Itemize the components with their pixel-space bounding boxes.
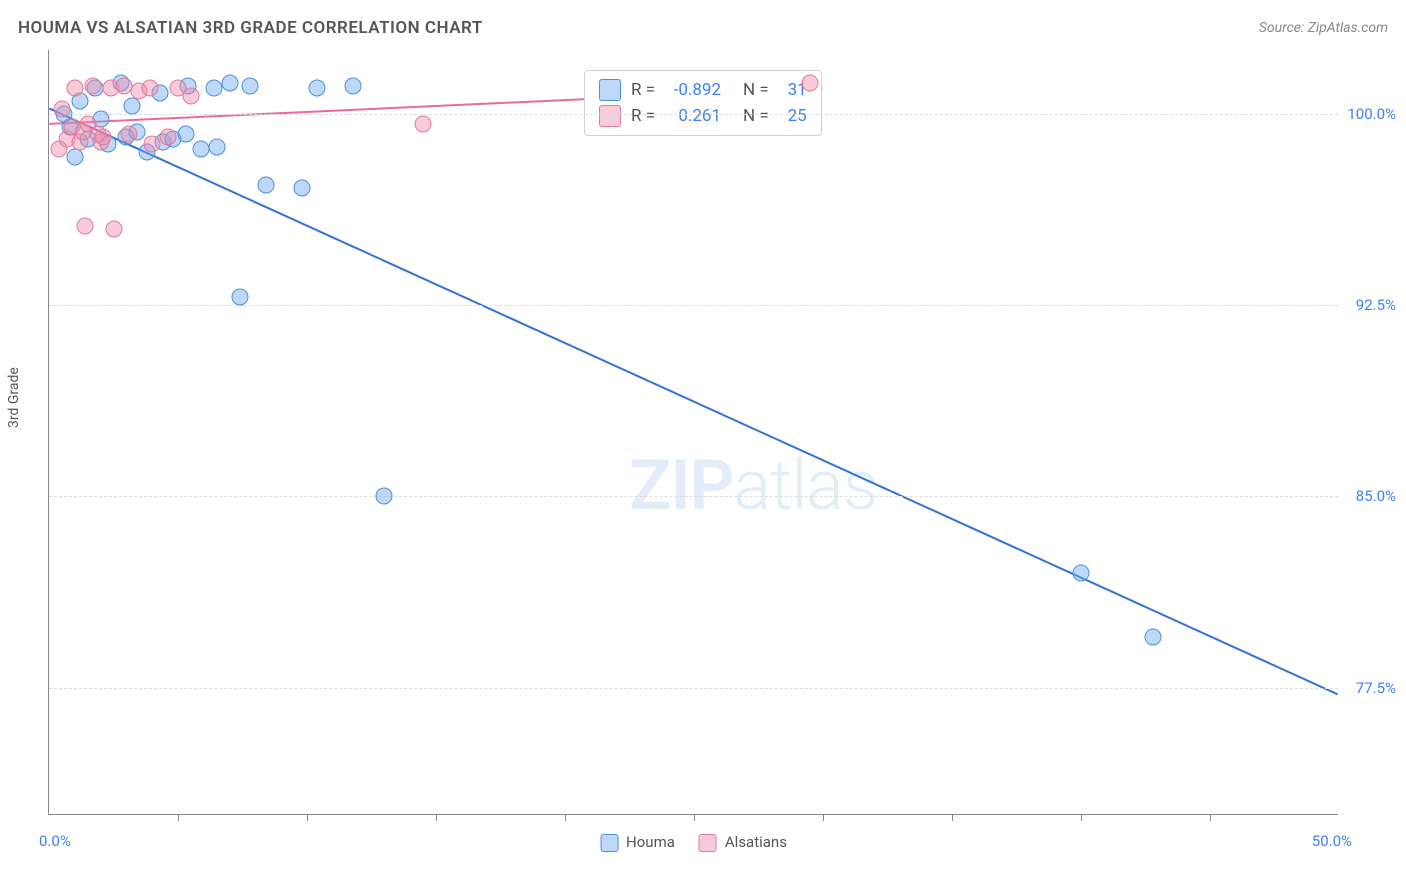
scatter-point [1145,628,1162,645]
scatter-point [231,289,248,306]
scatter-point [242,77,259,94]
stat-n-label: N = [743,80,769,100]
legend: Houma Alsatians [600,833,787,852]
stats-row: R =-0.892N =31 [599,77,807,103]
x-tick-mark [823,814,824,821]
scatter-point [802,75,819,92]
scatter-point [115,77,132,94]
scatter-point [376,488,393,505]
scatter-point [84,77,101,94]
x-tick-mark [1210,814,1211,821]
watermark-bold: ZIP [629,445,733,527]
x-tick-mark [694,814,695,821]
scatter-point [345,77,362,94]
stats-swatch [599,79,621,101]
stat-n-value: 25 [779,106,807,126]
scatter-point [293,179,310,196]
stat-r-label: R = [631,106,655,126]
gridline [49,114,1338,115]
scatter-point [105,220,122,237]
scatter-point [144,136,161,153]
x-tick-mark [307,814,308,821]
stat-r-value: 0.261 [665,106,721,126]
stat-r-value: -0.892 [665,80,721,100]
scatter-point [159,128,176,145]
stats-row: R = 0.261 N = 25 [599,103,807,129]
legend-item: Houma [600,833,675,852]
scatter-point [257,177,274,194]
legend-swatch [600,834,618,852]
y-tick-label: 92.5% [1356,296,1396,314]
scatter-point [221,75,238,92]
x-tick-mark [565,814,566,821]
y-tick-label: 85.0% [1356,487,1396,505]
scatter-point [141,80,158,97]
scatter-point [208,138,225,155]
y-tick-label: 100.0% [1347,105,1396,123]
x-tick-mark [178,814,179,821]
scatter-point [51,141,68,158]
scatter-point [182,87,199,104]
scatter-point [77,217,94,234]
x-axis-min-label: 0.0% [39,832,71,850]
scatter-point [66,149,83,166]
x-tick-mark [436,814,437,821]
legend-swatch [699,834,717,852]
trend-lines-layer [49,50,1338,814]
x-tick-mark [952,814,953,821]
scatter-point [309,80,326,97]
legend-label: Alsatians [725,833,787,851]
scatter-point [1073,564,1090,581]
scatter-point [193,141,210,158]
scatter-point [95,128,112,145]
y-tick-label: 77.5% [1356,679,1396,697]
header: HOUMA VS ALSATIAN 3RD GRADE CORRELATION … [18,18,1388,38]
y-axis-label: 3rd Grade [6,367,22,428]
stats-swatch [599,105,621,127]
plot-area: ZIPatlas 0.0% 50.0% R =-0.892N =31R =0.2… [48,50,1338,815]
gridline [49,496,1338,497]
watermark-light: atlas [733,445,877,527]
gridline [49,688,1338,689]
scatter-point [120,126,137,143]
source-attribution: Source: ZipAtlas.com [1259,20,1388,36]
stat-n-label: N = [743,106,769,126]
stats-legend-box: R =-0.892N =31R =0.261N =25 [584,70,822,136]
watermark: ZIPatlas [629,445,877,527]
scatter-point [206,80,223,97]
x-tick-mark [1081,814,1082,821]
legend-item: Alsatians [699,833,787,852]
stat-r-label: R = [631,80,655,100]
scatter-point [415,115,432,132]
x-axis-max-label: 50.0% [1312,832,1352,850]
scatter-point [177,126,194,143]
scatter-point [123,98,140,115]
legend-label: Houma [626,833,675,851]
chart-title: HOUMA VS ALSATIAN 3RD GRADE CORRELATION … [18,18,483,38]
scatter-point [66,80,83,97]
scatter-point [53,100,70,117]
trend-line [49,109,1337,695]
